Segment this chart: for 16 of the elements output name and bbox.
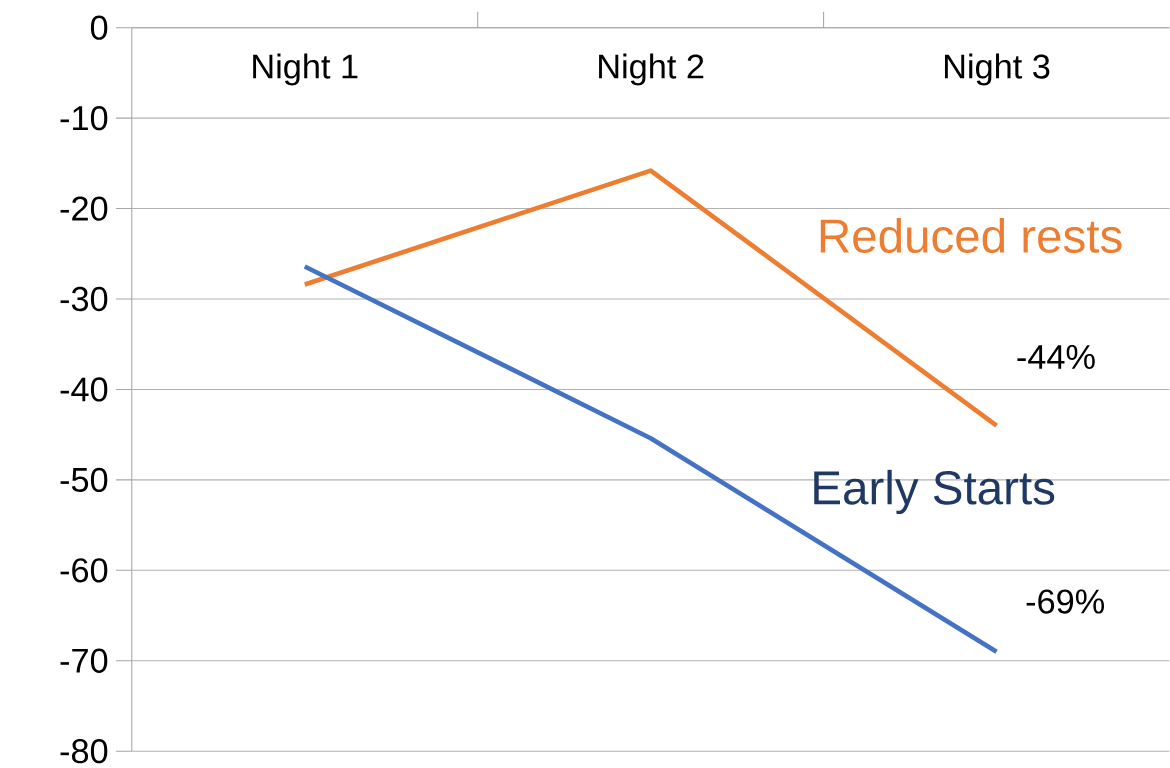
x-tick-label: Night 1	[253, 53, 358, 86]
y-tick-label: 0	[90, 15, 108, 40]
y-tick-label: -10	[60, 106, 108, 131]
x-tick-label: Night 3	[944, 53, 1050, 86]
y-tick-label: -40	[60, 377, 108, 402]
data-label: -44%	[1017, 345, 1095, 370]
y-tick-label: -50	[60, 467, 108, 493]
series-label: Early Starts	[814, 469, 1055, 515]
y-tick-label: -60	[60, 558, 108, 583]
y-tick-label: -30	[60, 286, 108, 312]
y-tick-label: -70	[60, 648, 108, 674]
y-tick-label: -80	[60, 739, 108, 764]
series-label: Reduced rests	[820, 218, 1122, 254]
x-tick-label: Night 2	[599, 53, 704, 86]
data-label: -69%	[1026, 589, 1105, 614]
y-tick-label: -20	[60, 196, 108, 221]
